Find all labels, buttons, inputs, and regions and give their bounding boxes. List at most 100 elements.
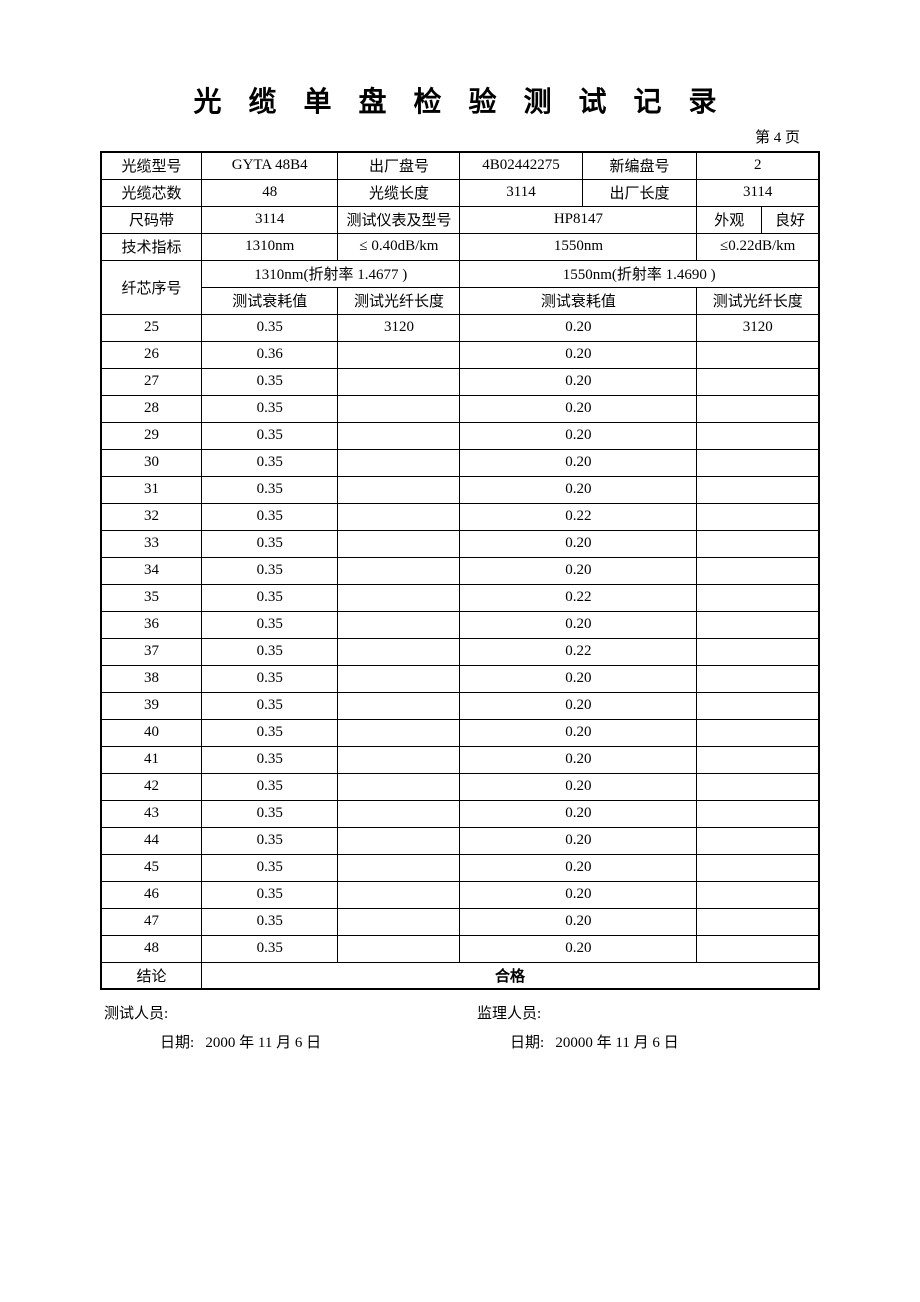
cell-seq: 47 [101, 908, 202, 935]
cell-len1550 [697, 800, 819, 827]
cell-seq: 37 [101, 638, 202, 665]
cell-att1310: 0.35 [202, 314, 338, 341]
supervisor-date: 日期: 20000 年 11 月 6 日 [470, 1031, 820, 1052]
value-cable-model: GYTA 48B4 [202, 152, 338, 179]
refraction-1310: 1310nm(折射率 1.4677 ) [202, 260, 460, 287]
label-cable-model: 光缆型号 [101, 152, 202, 179]
label-core-seq: 纤芯序号 [101, 260, 202, 314]
table-row: 330.350.20 [101, 530, 819, 557]
cell-len1310 [338, 422, 460, 449]
value-factory-length: 3114 [697, 179, 819, 206]
cell-att1310: 0.35 [202, 395, 338, 422]
table-row: 340.350.20 [101, 557, 819, 584]
value-core-count: 48 [202, 179, 338, 206]
table-row: 450.35 0.20 [101, 854, 819, 881]
label-fiber-length-1310: 测试光纤长度 [338, 287, 460, 314]
cell-att1550: 0.20 [460, 449, 697, 476]
cell-len1550 [697, 530, 819, 557]
label-instrument: 测试仪表及型号 [338, 206, 460, 233]
cell-len1310 [338, 908, 460, 935]
cell-len1550 [697, 719, 819, 746]
label-conclusion: 结论 [101, 962, 202, 989]
spec-1310-value: ≤ 0.40dB/km [338, 233, 460, 260]
value-appearance: 良好 [762, 206, 820, 233]
cell-len1310 [338, 665, 460, 692]
cell-att1310: 0.35 [202, 665, 338, 692]
cell-len1310 [338, 638, 460, 665]
header-row-1: 光缆型号 GYTA 48B4 出厂盘号 4B02442275 新编盘号 2 [101, 152, 819, 179]
cell-seq: 44 [101, 827, 202, 854]
cell-att1550: 0.20 [460, 773, 697, 800]
cell-seq: 39 [101, 692, 202, 719]
cell-att1550: 0.20 [460, 854, 697, 881]
table-row: 480.350.20 [101, 935, 819, 962]
table-row: 260.360.20 [101, 341, 819, 368]
cell-len1550 [697, 692, 819, 719]
cell-att1310: 0.35 [202, 611, 338, 638]
label-factory-reel: 出厂盘号 [338, 152, 460, 179]
cell-len1550 [697, 827, 819, 854]
cell-seq: 29 [101, 422, 202, 449]
cell-att1550: 0.20 [460, 881, 697, 908]
cell-len1310 [338, 773, 460, 800]
table-row: 390.350.20 [101, 692, 819, 719]
cell-att1310: 0.35 [202, 746, 338, 773]
table-row: 410.350.20 [101, 746, 819, 773]
cell-att1550: 0.22 [460, 638, 697, 665]
label-appearance: 外观 [697, 206, 762, 233]
cell-att1550: 0.20 [460, 395, 697, 422]
header-row-2: 光缆芯数 48 光缆长度 3114 出厂长度 3114 [101, 179, 819, 206]
value-tape: 3114 [202, 206, 338, 233]
cell-att1550: 0.20 [460, 800, 697, 827]
cell-att1310: 0.35 [202, 854, 338, 881]
cell-att1310: 0.35 [202, 584, 338, 611]
cell-att1550: 0.20 [460, 827, 697, 854]
cell-len1550 [697, 503, 819, 530]
cell-att1550: 0.20 [460, 341, 697, 368]
cell-len1310 [338, 503, 460, 530]
value-conclusion: 合格 [202, 962, 819, 989]
cell-att1550: 0.20 [460, 908, 697, 935]
cell-att1310: 0.35 [202, 638, 338, 665]
label-factory-length: 出厂长度 [582, 179, 697, 206]
cell-att1310: 0.35 [202, 800, 338, 827]
value-factory-reel: 4B02442275 [460, 152, 582, 179]
cell-att1550: 0.20 [460, 557, 697, 584]
cell-att1550: 0.20 [460, 530, 697, 557]
cell-seq: 48 [101, 935, 202, 962]
label-attenuation-1310: 测试衰耗值 [202, 287, 338, 314]
table-row: 380.350.20 [101, 665, 819, 692]
label-cable-length: 光缆长度 [338, 179, 460, 206]
cell-len1550 [697, 665, 819, 692]
cell-len1310 [338, 854, 460, 881]
cell-att1310: 0.36 [202, 341, 338, 368]
cell-seq: 35 [101, 584, 202, 611]
cell-seq: 28 [101, 395, 202, 422]
cell-len1310 [338, 746, 460, 773]
page-number: 第 4 页 [100, 126, 820, 147]
cell-seq: 31 [101, 476, 202, 503]
cell-len1310 [338, 719, 460, 746]
cell-att1550: 0.22 [460, 584, 697, 611]
table-row: 360.350.20 [101, 611, 819, 638]
cell-len1310 [338, 449, 460, 476]
table-row: 420.350.20 [101, 773, 819, 800]
cell-att1310: 0.35 [202, 719, 338, 746]
cell-att1550: 0.22 [460, 503, 697, 530]
cell-seq: 43 [101, 800, 202, 827]
cell-len1310: 3120 [338, 314, 460, 341]
cell-att1310: 0.35 [202, 881, 338, 908]
cell-len1550 [697, 368, 819, 395]
cell-len1310 [338, 692, 460, 719]
cell-len1310 [338, 584, 460, 611]
cell-len1310 [338, 611, 460, 638]
spec-1550-value: ≤0.22dB/km [697, 233, 819, 260]
table-row: 440.350.20 [101, 827, 819, 854]
refraction-1550: 1550nm(折射率 1.4690 ) [460, 260, 819, 287]
cell-seq: 30 [101, 449, 202, 476]
cell-len1550 [697, 773, 819, 800]
cell-seq: 45 [101, 854, 202, 881]
cell-len1550 [697, 881, 819, 908]
cell-att1550: 0.20 [460, 611, 697, 638]
table-row: 280.35 0.20 [101, 395, 819, 422]
